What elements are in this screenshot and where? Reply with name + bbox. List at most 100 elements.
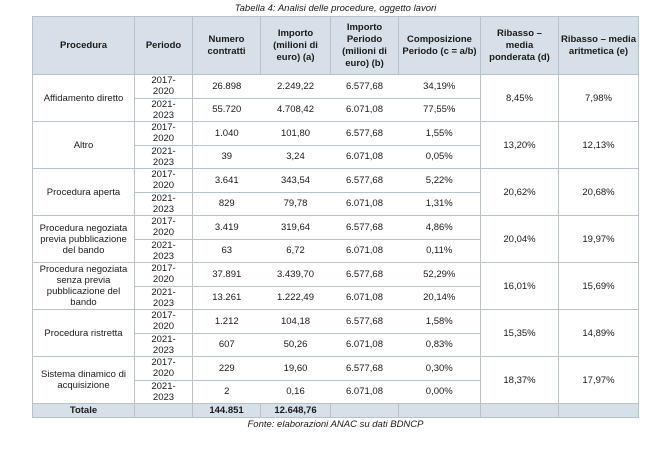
cell-periodo: 2021- 2023 bbox=[134, 380, 193, 404]
table-row: Affidamento diretto 2017- 2020 26.898 2.249… bbox=[32, 74, 639, 122]
cell-periodo: 2021- 2023 bbox=[134, 286, 193, 310]
cell-ribasso-aritmetica: 19,97% bbox=[558, 215, 639, 263]
cell-numero: 1.040 bbox=[192, 121, 261, 146]
cell-ribasso-aritmetica: 12,13% bbox=[558, 121, 639, 169]
cell-periodo: 2017- 2020 bbox=[134, 356, 193, 381]
cell-numero: 607 bbox=[192, 333, 261, 357]
cell-ribasso-aritmetica: 17,97% bbox=[558, 356, 639, 404]
cell-ribasso-ponderata: 16,01% bbox=[480, 262, 559, 310]
cell-procedura: Affidamento diretto bbox=[32, 74, 135, 122]
cell-importo-periodo: 6.577,68 bbox=[330, 262, 399, 287]
cell-procedura: Procedura negoziata senza previa pubblic… bbox=[32, 262, 135, 310]
total-empty bbox=[330, 403, 399, 418]
header-importo-periodo: Importo Periodo (milioni di euro) (b) bbox=[330, 16, 399, 75]
cell-ribasso-ponderata: 20,62% bbox=[480, 168, 559, 216]
cell-importo: 79,78 bbox=[260, 192, 331, 216]
cell-ribasso-aritmetica: 14,89% bbox=[558, 309, 639, 357]
cell-importo: 104,18 bbox=[260, 309, 331, 334]
total-empty bbox=[558, 403, 639, 418]
cell-numero: 39 bbox=[192, 145, 261, 169]
table-row: Sistema dinamico di acquisizione 2017- 20… bbox=[32, 356, 639, 404]
table-row: 2021- 2023 2 0,16 6.071,08 0,00% bbox=[33, 380, 639, 404]
cell-numero: 829 bbox=[192, 192, 261, 216]
cell-importo: 50,26 bbox=[260, 333, 331, 357]
header-importo: Importo (milioni di euro) (a) bbox=[260, 16, 331, 75]
cell-numero: 1.212 bbox=[192, 309, 261, 334]
cell-composizione: 0,30% bbox=[398, 356, 481, 381]
table-row: Altro 2017- 2020 1.040 101,80 6.577,68 1,55% 1… bbox=[32, 121, 639, 169]
table-row: 2021- 2023 39 3,24 6.071,08 0,05% bbox=[33, 145, 639, 169]
procedure-table: Procedura Periodo Numero contratti Impor… bbox=[32, 16, 639, 418]
cell-numero: 63 bbox=[192, 239, 261, 263]
cell-procedura: Procedura negoziata previa pubblicazione… bbox=[32, 215, 135, 263]
cell-composizione: 1,55% bbox=[398, 121, 481, 146]
cell-numero: 229 bbox=[192, 356, 261, 381]
table-row: Procedura negoziata senza previa pubblic… bbox=[32, 262, 639, 310]
cell-importo: 0,16 bbox=[260, 380, 331, 404]
cell-periodo: 2017- 2020 bbox=[134, 215, 193, 240]
cell-composizione: 4,86% bbox=[398, 215, 481, 240]
total-empty bbox=[398, 403, 481, 418]
cell-periodo: 2021- 2023 bbox=[134, 192, 193, 216]
cell-numero: 3.419 bbox=[192, 215, 261, 240]
cell-ribasso-ponderata: 13,20% bbox=[480, 121, 559, 169]
cell-importo-periodo: 6.071,08 bbox=[330, 145, 399, 169]
cell-ribasso-aritmetica: 15,69% bbox=[558, 262, 639, 310]
cell-procedura: Procedura aperta bbox=[32, 168, 135, 216]
table-row: 2021- 2023 829 79,78 6.071,08 1,31% bbox=[33, 192, 639, 216]
cell-importo-periodo: 6.071,08 bbox=[330, 239, 399, 263]
cell-importo-periodo: 6.071,08 bbox=[330, 333, 399, 357]
cell-procedura: Altro bbox=[32, 121, 135, 169]
cell-importo: 19,60 bbox=[260, 356, 331, 381]
cell-importo: 319,64 bbox=[260, 215, 331, 240]
cell-importo-periodo: 6.577,68 bbox=[330, 215, 399, 240]
total-numero: 144.851 bbox=[192, 403, 261, 418]
total-empty bbox=[480, 403, 559, 418]
cell-importo-periodo: 6.071,08 bbox=[330, 286, 399, 310]
header-periodo: Periodo bbox=[134, 16, 193, 75]
cell-importo-periodo: 6.577,68 bbox=[330, 356, 399, 381]
cell-numero: 55.720 bbox=[192, 98, 261, 122]
cell-periodo: 2021- 2023 bbox=[134, 239, 193, 263]
total-row: Totale 144.851 12.648,76 bbox=[32, 403, 639, 418]
table-row: Procedura ristretta 2017- 2020 1.212 104,18… bbox=[32, 309, 639, 357]
cell-importo-periodo: 6.071,08 bbox=[330, 98, 399, 122]
cell-periodo: 2017- 2020 bbox=[134, 121, 193, 146]
cell-composizione: 0,00% bbox=[398, 380, 481, 404]
cell-ribasso-aritmetica: 20,68% bbox=[558, 168, 639, 216]
table-row: 2021- 2023 55.720 4.708,42 6.071,08 77,55% bbox=[33, 98, 639, 122]
cell-ribasso-ponderata: 20,04% bbox=[480, 215, 559, 263]
total-importo: 12.648,76 bbox=[260, 403, 331, 418]
cell-importo-periodo: 6.071,08 bbox=[330, 192, 399, 216]
cell-importo-periodo: 6.577,68 bbox=[330, 121, 399, 146]
header-ribasso-ponderata: Ribasso – media ponderata (d) bbox=[480, 16, 559, 75]
cell-composizione: 0,05% bbox=[398, 145, 481, 169]
cell-importo: 1.222,49 bbox=[260, 286, 331, 310]
cell-importo: 2.249,22 bbox=[260, 74, 331, 99]
cell-composizione: 20,14% bbox=[398, 286, 481, 310]
cell-periodo: 2021- 2023 bbox=[134, 98, 193, 122]
total-periodo bbox=[134, 403, 193, 418]
table-caption: Tabella 4: Analisi delle procedure, ogge… bbox=[234, 3, 437, 14]
cell-importo: 3.439,70 bbox=[260, 262, 331, 287]
cell-importo: 343,54 bbox=[260, 168, 331, 193]
cell-ribasso-aritmetica: 7,98% bbox=[558, 74, 639, 122]
total-label: Totale bbox=[32, 403, 135, 418]
cell-numero: 37.891 bbox=[192, 262, 261, 287]
cell-ribasso-ponderata: 15,35% bbox=[480, 309, 559, 357]
cell-composizione: 52,29% bbox=[398, 262, 481, 287]
cell-composizione: 1,58% bbox=[398, 309, 481, 334]
cell-composizione: 77,55% bbox=[398, 98, 481, 122]
cell-importo: 4.708,42 bbox=[260, 98, 331, 122]
header-numero: Numero contratti bbox=[192, 16, 261, 75]
cell-procedura: Procedura ristretta bbox=[32, 309, 135, 357]
header-ribasso-aritmetica: Ribasso – media aritmetica (e) bbox=[558, 16, 639, 75]
cell-composizione: 0,83% bbox=[398, 333, 481, 357]
cell-composizione: 5,22% bbox=[398, 168, 481, 193]
cell-periodo: 2021- 2023 bbox=[134, 145, 193, 169]
cell-composizione: 0,11% bbox=[398, 239, 481, 263]
cell-importo-periodo: 6.577,68 bbox=[330, 74, 399, 99]
table-row: 2021- 2023 63 6,72 6.071,08 0,11% bbox=[33, 239, 639, 263]
cell-importo: 3,24 bbox=[260, 145, 331, 169]
cell-ribasso-ponderata: 8,45% bbox=[480, 74, 559, 122]
